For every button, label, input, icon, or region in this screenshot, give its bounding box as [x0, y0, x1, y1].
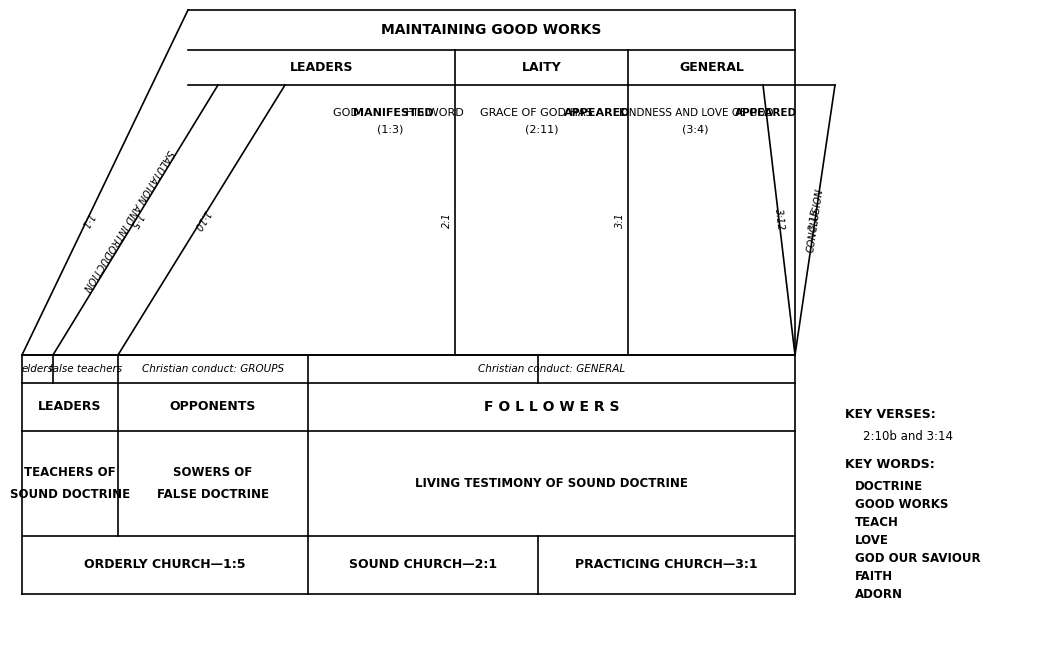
Text: elders: elders [22, 364, 53, 374]
Text: false teachers: false teachers [49, 364, 122, 374]
Text: 3:12: 3:12 [773, 209, 786, 231]
Text: (2:11): (2:11) [525, 125, 559, 135]
Text: LAITY: LAITY [522, 61, 562, 74]
Text: MAINTAINING GOOD WORKS: MAINTAINING GOOD WORKS [382, 23, 601, 37]
Text: GRACE OF GOD HAS: GRACE OF GOD HAS [479, 108, 595, 118]
Text: TEACH: TEACH [855, 516, 899, 530]
Text: MANIFESTED: MANIFESTED [353, 108, 433, 118]
Text: KEY WORDS:: KEY WORDS: [845, 458, 935, 472]
Text: 2:10b and 3:14: 2:10b and 3:14 [863, 430, 953, 444]
Text: HIS WORD: HIS WORD [403, 108, 464, 118]
Text: 2:1: 2:1 [442, 212, 452, 228]
Text: ADORN: ADORN [855, 588, 903, 602]
Text: LIVING TESTIMONY OF SOUND DOCTRINE: LIVING TESTIMONY OF SOUND DOCTRINE [415, 477, 688, 490]
Text: 1:10: 1:10 [191, 208, 211, 232]
Text: 1:1: 1:1 [78, 211, 95, 229]
Text: FAITH: FAITH [855, 570, 893, 584]
Text: Christian conduct: GROUPS: Christian conduct: GROUPS [142, 364, 285, 374]
Text: SOUND CHURCH—2:1: SOUND CHURCH—2:1 [349, 558, 497, 572]
Text: TEACHERS OF
SOUND DOCTRINE: TEACHERS OF SOUND DOCTRINE [10, 466, 130, 500]
Text: 1:5: 1:5 [128, 211, 144, 229]
Text: SALUTATION AND INTRODUCTION: SALUTATION AND INTRODUCTION [82, 148, 176, 292]
Text: OPPONENTS: OPPONENTS [169, 400, 256, 414]
Text: GOD: GOD [333, 108, 362, 118]
Text: GOD OUR SAVIOUR: GOD OUR SAVIOUR [855, 552, 981, 566]
Text: APPEARED: APPEARED [564, 108, 631, 118]
Text: GENERAL: GENERAL [679, 61, 744, 74]
Text: KINDNESS AND LOVE OF GOD: KINDNESS AND LOVE OF GOD [619, 108, 776, 118]
Text: GOOD WORKS: GOOD WORKS [855, 498, 949, 512]
Text: PRACTICING CHURCH—3:1: PRACTICING CHURCH—3:1 [575, 558, 757, 572]
Text: SOWERS OF
FALSE DOCTRINE: SOWERS OF FALSE DOCTRINE [157, 466, 269, 500]
Text: 3:1: 3:1 [615, 212, 626, 228]
Text: 3:15: 3:15 [809, 208, 821, 231]
Text: Christian conduct: GENERAL: Christian conduct: GENERAL [478, 364, 626, 374]
Text: ORDERLY CHURCH—1:5: ORDERLY CHURCH—1:5 [85, 558, 246, 572]
Text: DOCTRINE: DOCTRINE [855, 480, 924, 494]
Text: (3:4): (3:4) [682, 125, 709, 135]
Text: KEY VERSES:: KEY VERSES: [845, 408, 936, 422]
Text: LEADERS: LEADERS [290, 61, 354, 74]
Text: LOVE: LOVE [855, 534, 889, 548]
Text: APPEARED: APPEARED [735, 108, 797, 118]
Text: F O L L O W E R S: F O L L O W E R S [483, 400, 619, 414]
Text: (1:3): (1:3) [377, 125, 403, 135]
Text: LEADERS: LEADERS [39, 400, 101, 414]
Text: CONCLUSION: CONCLUSION [805, 187, 824, 253]
